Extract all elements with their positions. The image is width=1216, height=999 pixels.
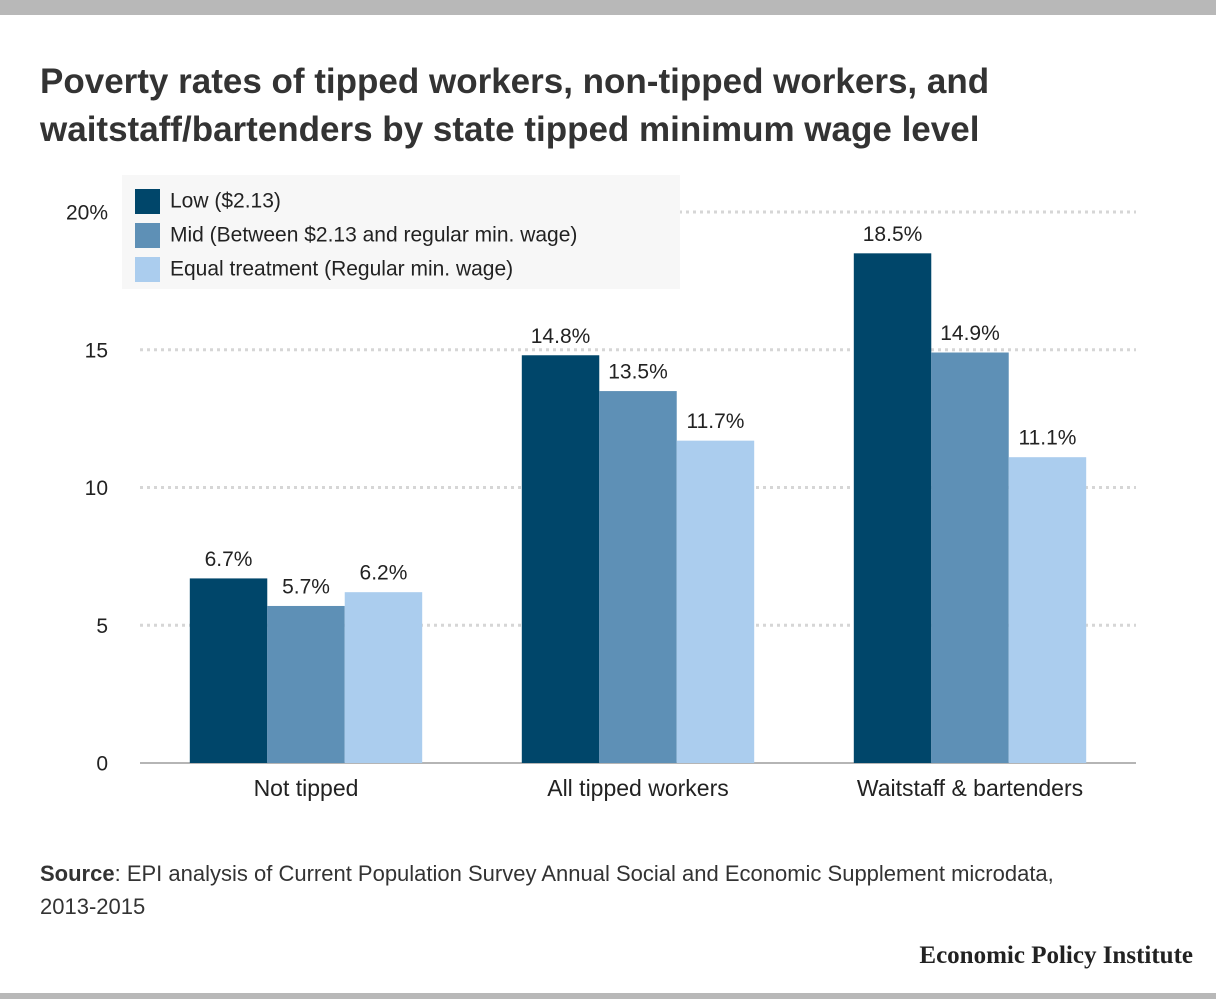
source-label: Source: [40, 861, 115, 886]
value-label: 11.1%: [1018, 427, 1076, 450]
value-label: 5.7%: [282, 576, 330, 599]
bar: [1008, 457, 1087, 763]
bar: [344, 592, 423, 763]
legend-swatch: [135, 189, 160, 214]
value-label: 14.8%: [531, 325, 591, 348]
y-tick-label: 5: [96, 615, 108, 638]
value-label: 6.7%: [205, 548, 253, 571]
bar: [189, 578, 268, 763]
x-tick-label: Not tipped: [254, 775, 359, 801]
legend-label: Mid (Between $2.13 and regular min. wage…: [170, 224, 577, 247]
bar: [931, 352, 1009, 763]
chart-title: Poverty rates of tipped workers, non-tip…: [40, 62, 990, 149]
bottom-border: [0, 993, 1216, 999]
legend-label: Low ($2.13): [170, 190, 281, 213]
source-text: : EPI analysis of Current Population Sur…: [40, 861, 1054, 919]
y-tick-label: 10: [85, 477, 108, 500]
footer-brand: Economic Policy Institute: [919, 942, 1193, 969]
legend-swatch: [135, 223, 160, 248]
value-label: 18.5%: [863, 223, 923, 246]
source-note: Source: EPI analysis of Current Populati…: [40, 857, 1100, 923]
y-tick-label: 15: [85, 339, 108, 362]
value-label: 11.7%: [686, 410, 744, 433]
legend-swatch: [135, 257, 160, 282]
value-label: 6.2%: [360, 562, 408, 585]
bar: [853, 253, 932, 763]
value-label: 14.9%: [940, 322, 1000, 345]
x-tick-label: All tipped workers: [547, 775, 729, 801]
y-tick-label: 20%: [66, 202, 108, 225]
y-tick-label: 0: [96, 753, 108, 776]
bar: [599, 391, 677, 763]
top-border: [0, 0, 1216, 15]
bar: [521, 355, 600, 763]
bar: [676, 440, 755, 763]
value-label: 13.5%: [608, 361, 668, 384]
x-tick-label: Waitstaff & bartenders: [857, 775, 1083, 801]
bar: [267, 605, 345, 763]
legend-box: [122, 175, 680, 289]
legend-label: Equal treatment (Regular min. wage): [170, 258, 513, 281]
